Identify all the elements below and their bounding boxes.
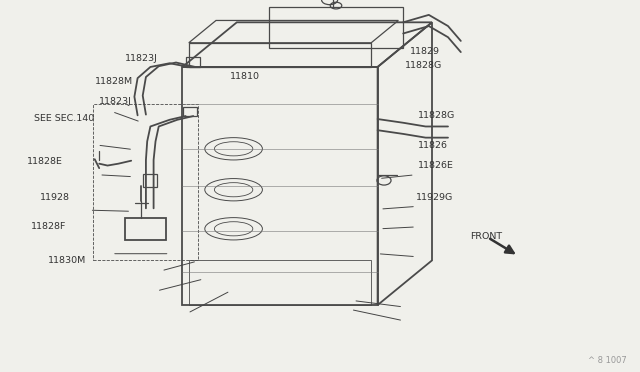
Text: 11823J: 11823J — [125, 54, 157, 63]
Bar — [189, 260, 371, 305]
Text: 11829: 11829 — [410, 47, 440, 56]
Text: 11928: 11928 — [40, 193, 70, 202]
Text: 11828F: 11828F — [31, 222, 66, 231]
Text: 11929G: 11929G — [416, 193, 453, 202]
Text: FRONT: FRONT — [470, 232, 502, 241]
Text: 11826: 11826 — [418, 141, 448, 150]
Text: 11828M: 11828M — [95, 77, 133, 86]
Text: 11828E: 11828E — [27, 157, 63, 166]
Text: 11828G: 11828G — [418, 111, 455, 120]
Text: 11823J: 11823J — [99, 97, 132, 106]
Text: 11830M: 11830M — [48, 256, 86, 265]
Text: SEE SEC.140: SEE SEC.140 — [34, 114, 94, 123]
Text: 11810: 11810 — [230, 72, 260, 81]
Bar — [125, 218, 166, 240]
Text: 11828G: 11828G — [404, 61, 442, 70]
Text: ^ 8 1007: ^ 8 1007 — [588, 356, 627, 365]
Text: 11826E: 11826E — [418, 161, 454, 170]
